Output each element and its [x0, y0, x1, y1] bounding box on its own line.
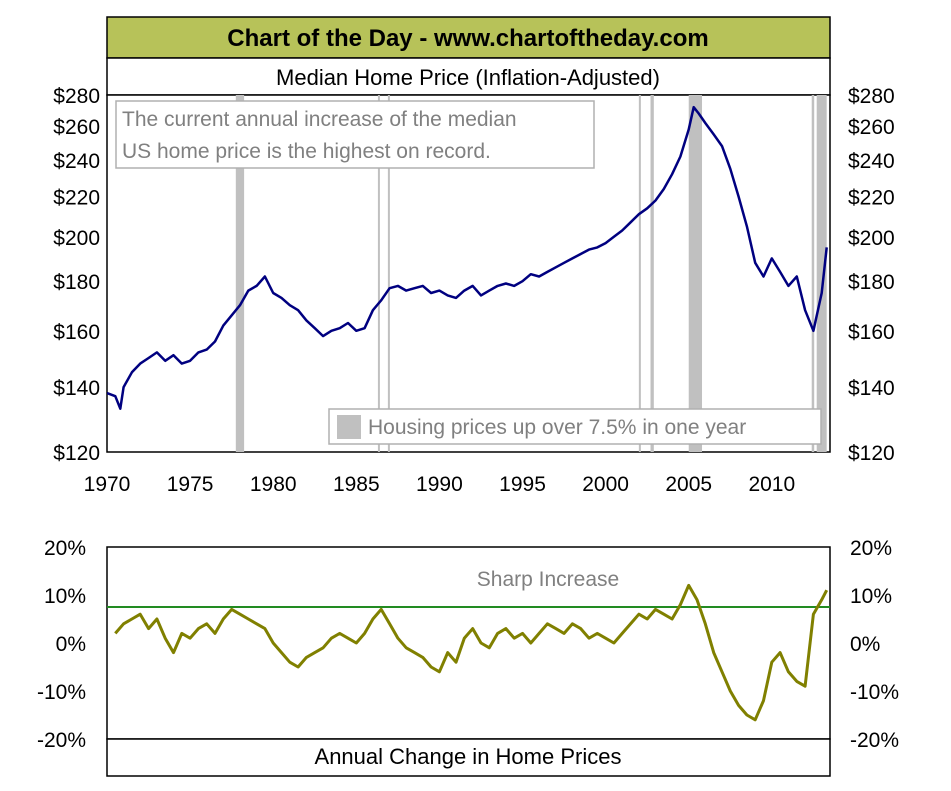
- top-annotation-line-1: The current annual increase of the media…: [122, 108, 517, 131]
- bottom-ytick-left-0: -20%: [37, 729, 86, 752]
- xtick-5: 1995: [499, 473, 546, 496]
- top-ytick-left-2: $160: [53, 321, 100, 344]
- top-legend-box: [328, 408, 822, 445]
- bottom-chart-title: Annual Change in Home Prices: [315, 744, 622, 769]
- shaded-period-6: [811, 95, 815, 452]
- bottom-ytick-left-3: 10%: [44, 585, 86, 608]
- bottom-ytick-left-4: 20%: [44, 537, 86, 560]
- bottom-title-box: [106, 738, 831, 777]
- top-ytick-left-4: $200: [53, 227, 100, 250]
- xtick-2: 1980: [250, 473, 297, 496]
- top-ytick-right-4: $200: [848, 227, 895, 250]
- top-annotation-line-2: US home price is the highest on record.: [122, 140, 491, 163]
- legend-swatch: [337, 415, 361, 439]
- top-ytick-left-6: $240: [53, 150, 100, 173]
- banner-box: [106, 16, 831, 59]
- top-title-box: [106, 57, 831, 96]
- bottom-annotation: Sharp Increase: [477, 568, 619, 591]
- top-ytick-left-0: $120: [53, 442, 100, 465]
- top-plot: $120 $140 $160 $180 $200 $220 $240 $260 $280 $12…: [53, 85, 894, 496]
- xtick-3: 1985: [333, 473, 380, 496]
- top-ytick-left-1: $140: [53, 377, 100, 400]
- shaded-period-5: [688, 95, 703, 452]
- top-ytick-right-5: $220: [848, 187, 895, 210]
- legend-label: Housing prices up over 7.5% in one year: [368, 416, 746, 439]
- bottom-plot: -20% -10% 0% 10% 20% -20% -10% 0% 10% 20% Sharp …: [37, 537, 899, 752]
- xtick-6: 2000: [582, 473, 629, 496]
- bottom-ytick-right-3: 10%: [850, 585, 892, 608]
- bottom-ytick-left-2: 0%: [56, 633, 86, 656]
- top-ytick-right-6: $240: [848, 150, 895, 173]
- top-ytick-left-5: $220: [53, 187, 100, 210]
- top-ytick-left-7: $260: [53, 116, 100, 139]
- shaded-period-3: [638, 95, 641, 452]
- banner-title: Chart of the Day - www.chartoftheday.com: [227, 25, 708, 52]
- xtick-0: 1970: [84, 473, 131, 496]
- top-ytick-right-2: $160: [848, 321, 895, 344]
- median-price-line: [107, 105, 828, 410]
- bottom-plot-frame: [106, 546, 831, 740]
- xtick-7: 2005: [665, 473, 712, 496]
- shaded-period-7: [816, 95, 827, 452]
- top-ytick-right-8: $280: [848, 85, 895, 108]
- shaded-period-1: [377, 95, 380, 452]
- shaded-period-2: [387, 95, 390, 452]
- top-ytick-left-8: $280: [53, 85, 100, 108]
- bottom-ytick-right-0: -20%: [850, 729, 899, 752]
- top-ytick-right-7: $260: [848, 116, 895, 139]
- top-ytick-right-3: $180: [848, 271, 895, 294]
- top-annotation-box: [115, 100, 595, 169]
- xtick-1: 1975: [167, 473, 214, 496]
- xtick-4: 1990: [416, 473, 463, 496]
- top-chart-title: Median Home Price (Inflation-Adjusted): [276, 65, 660, 90]
- top-ytick-right-1: $140: [848, 377, 895, 400]
- xtick-8: 2010: [748, 473, 795, 496]
- top-ytick-right-0: $120: [848, 442, 895, 465]
- bottom-ytick-right-2: 0%: [850, 633, 880, 656]
- bottom-ytick-right-4: 20%: [850, 537, 892, 560]
- shaded-period-0: [235, 95, 245, 452]
- bottom-ytick-left-1: -10%: [37, 681, 86, 704]
- annual-change-line: [114, 583, 829, 722]
- bottom-ytick-right-1: -10%: [850, 681, 899, 704]
- shaded-period-4: [650, 95, 654, 452]
- top-ytick-left-3: $180: [53, 271, 100, 294]
